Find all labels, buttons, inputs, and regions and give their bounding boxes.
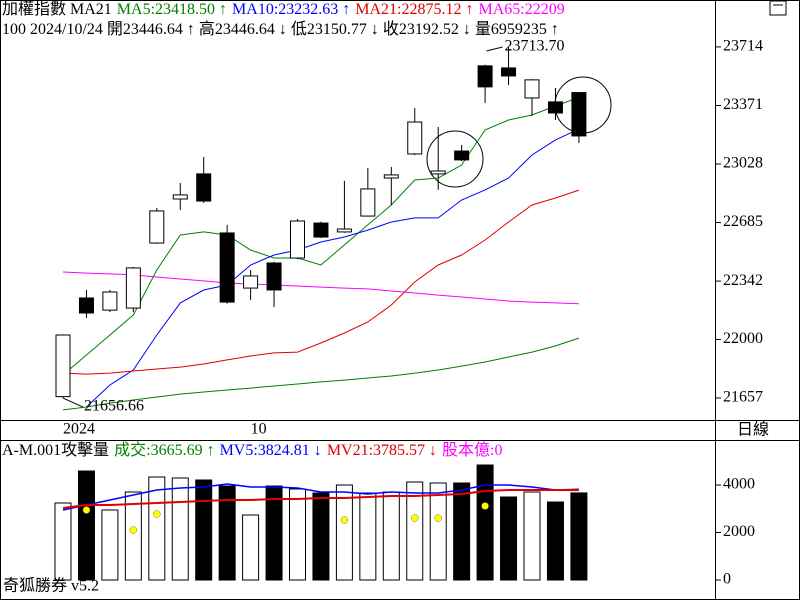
signal-marker [129,526,138,534]
candle-body [407,121,423,155]
y-tick-label: 23028 [723,155,763,172]
moving-average [62,96,580,376]
moving-average [62,189,580,375]
volume-bar [195,479,213,581]
signal-marker [434,514,442,522]
y-tick-label: 0 [723,571,731,588]
legend-entry: MA5:23418.50 ↑ [116,1,228,18]
candle-body [102,291,118,311]
volume-bar [570,492,588,581]
candle-body [149,210,165,244]
candle-body [571,92,587,137]
y-tick-label: 2000 [723,523,755,540]
signal-marker [153,510,161,518]
candle-body [336,228,352,233]
candle-body [383,174,399,179]
legend-entry: MV21:3785.57 ↓ [326,442,438,459]
volume-bar [429,482,447,581]
low-label: 21656.66 [84,398,144,415]
candle-body [55,334,71,398]
legend-entry: 成交:3665.69 ↑ [114,442,215,459]
y-tick-label: 22000 [723,330,763,347]
volume-bar [382,491,400,581]
y-tick-label: 22685 [723,213,763,230]
signal-marker [411,514,419,522]
candle-body [360,188,376,217]
period-label: 日線 [737,421,769,439]
signal-marker [82,506,91,514]
window-button[interactable] [769,0,787,16]
candle-body [430,170,446,175]
candle-body [219,232,235,303]
volume-bar [218,485,236,581]
legend-entry: MA21:22875.12 ↑ [355,1,474,18]
legend-entry: MV5:3824.81 ↓ [219,442,322,459]
volume-bar [546,501,564,581]
volume-bar [265,485,283,581]
volume-bar [148,476,166,581]
candle-body [501,67,517,77]
volume-bar [335,484,353,581]
candle-body [477,65,493,88]
x-tick-label: 10 [251,421,267,438]
moving-average [86,128,580,408]
x-tick-label: 2024 [63,421,95,438]
y-tick-label: 21657 [723,389,763,406]
moving-average [62,489,579,509]
volume-bar [77,470,95,581]
candle-body [547,101,563,114]
candle-body [524,79,540,99]
legend-entry: MA10:23232.63 ↑ [232,1,351,18]
app-name: 奇狐勝券 v5.2 [3,577,99,595]
volume-bar [101,509,119,581]
legend-entry: 股本億:0 [442,442,503,459]
volume-bar [171,477,189,581]
candle-body [313,222,329,238]
candle-body [78,297,94,314]
candle-body [454,150,470,161]
plot-area [54,46,588,581]
candle-body [243,275,259,289]
moving-average [62,337,580,411]
label-leader [486,46,503,52]
label-leader [62,397,84,408]
volume-header: A-M.001攻擊量 成交:3665.69 ↑ MV5:3824.81 ↓ MV21:… [2,441,714,461]
volume-bar [54,502,72,581]
candle-body [290,220,305,259]
legend-entry: A-M.001攻擊量 [2,442,110,459]
ohlc-info: 100 2024/10/24 開23446.64 ↑ 高23446.64 ↓ 低… [2,21,559,38]
volume-bar [359,492,377,581]
moving-average [62,483,579,511]
volume-bar [476,464,494,581]
y-tick-label: 4000 [723,476,755,493]
volume-bar [242,514,260,581]
moving-average [62,271,579,305]
y-tick-label: 22342 [723,272,763,289]
high-label: 23713.70 [505,38,565,55]
candle-body [125,267,141,309]
signal-marker [481,502,489,510]
candle-body [196,173,212,202]
volume-bar [289,488,306,581]
volume-bar [124,491,142,581]
y-tick-label: 23371 [723,96,763,113]
highlight-circle [426,130,484,188]
legend-entry: 加權指數 MA21 [2,1,112,18]
volume-bar [312,492,330,581]
signal-marker [340,516,349,524]
legend-entry: MA65:22209 [478,1,565,18]
volume-bar [523,491,541,581]
price-header: 加權指數 MA21 MA5:23418.50 ↑ MA10:23232.63 ↑ MA… [2,0,714,20]
volume-bar [453,482,471,581]
y-tick-label: 23714 [723,38,763,55]
candle-body [266,262,282,291]
volume-bar [500,496,518,581]
price-info: 100 2024/10/24 開23446.64 ↑ 高23446.64 ↓ 低… [2,20,714,40]
candle-body [172,194,188,200]
volume-bar [406,481,424,581]
